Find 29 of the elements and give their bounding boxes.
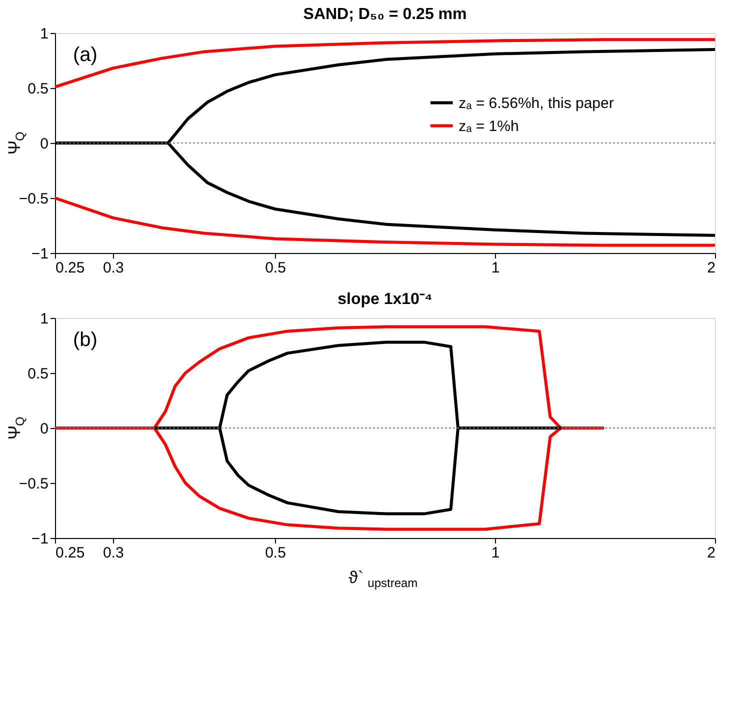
x-tick-label: 0.5	[265, 260, 286, 276]
annotation: (b)	[73, 329, 98, 351]
y-tick-label: 0.5	[28, 80, 48, 98]
chart-title: SAND; D₅₀ = 0.25 mm	[303, 6, 467, 23]
legend-label: zₐ = 1%h	[458, 118, 519, 135]
x-tick-label: 0.3	[102, 544, 124, 562]
y-tick-label: 0	[40, 420, 48, 438]
x-tick-label: 0.5	[265, 544, 286, 562]
y-axis-title: ΨQ	[5, 132, 27, 155]
y-tick-label: −0.5	[18, 190, 48, 208]
x-tick-label: 2	[707, 260, 716, 276]
y-tick-label: 1	[40, 26, 48, 42]
x-tick-label: 1	[491, 544, 500, 562]
y-tick-label: −0.5	[18, 476, 48, 492]
y-tick-label: 0.5	[28, 366, 48, 382]
y-tick-label: −1	[31, 530, 48, 548]
y-axis-title: ΨQ	[5, 416, 27, 440]
y-tick-label: 1	[40, 310, 48, 328]
chart-title: slope 1x10⁻⁴	[338, 291, 432, 308]
y-tick-label: 0	[40, 136, 48, 152]
annotation: (a)	[73, 44, 98, 66]
x-tick-label: 0.25	[56, 260, 85, 276]
x-tick-label: 0.3	[102, 260, 124, 276]
y-tick-label: −1	[31, 246, 48, 262]
x-tick-label: 0.25	[56, 544, 85, 562]
legend-label: zₐ = 6.56%h, this paper	[458, 94, 614, 112]
x-axis-title: ϑ`upstream	[348, 568, 418, 590]
x-tick-label: 1	[491, 260, 500, 276]
x-tick-label: 2	[707, 544, 716, 562]
